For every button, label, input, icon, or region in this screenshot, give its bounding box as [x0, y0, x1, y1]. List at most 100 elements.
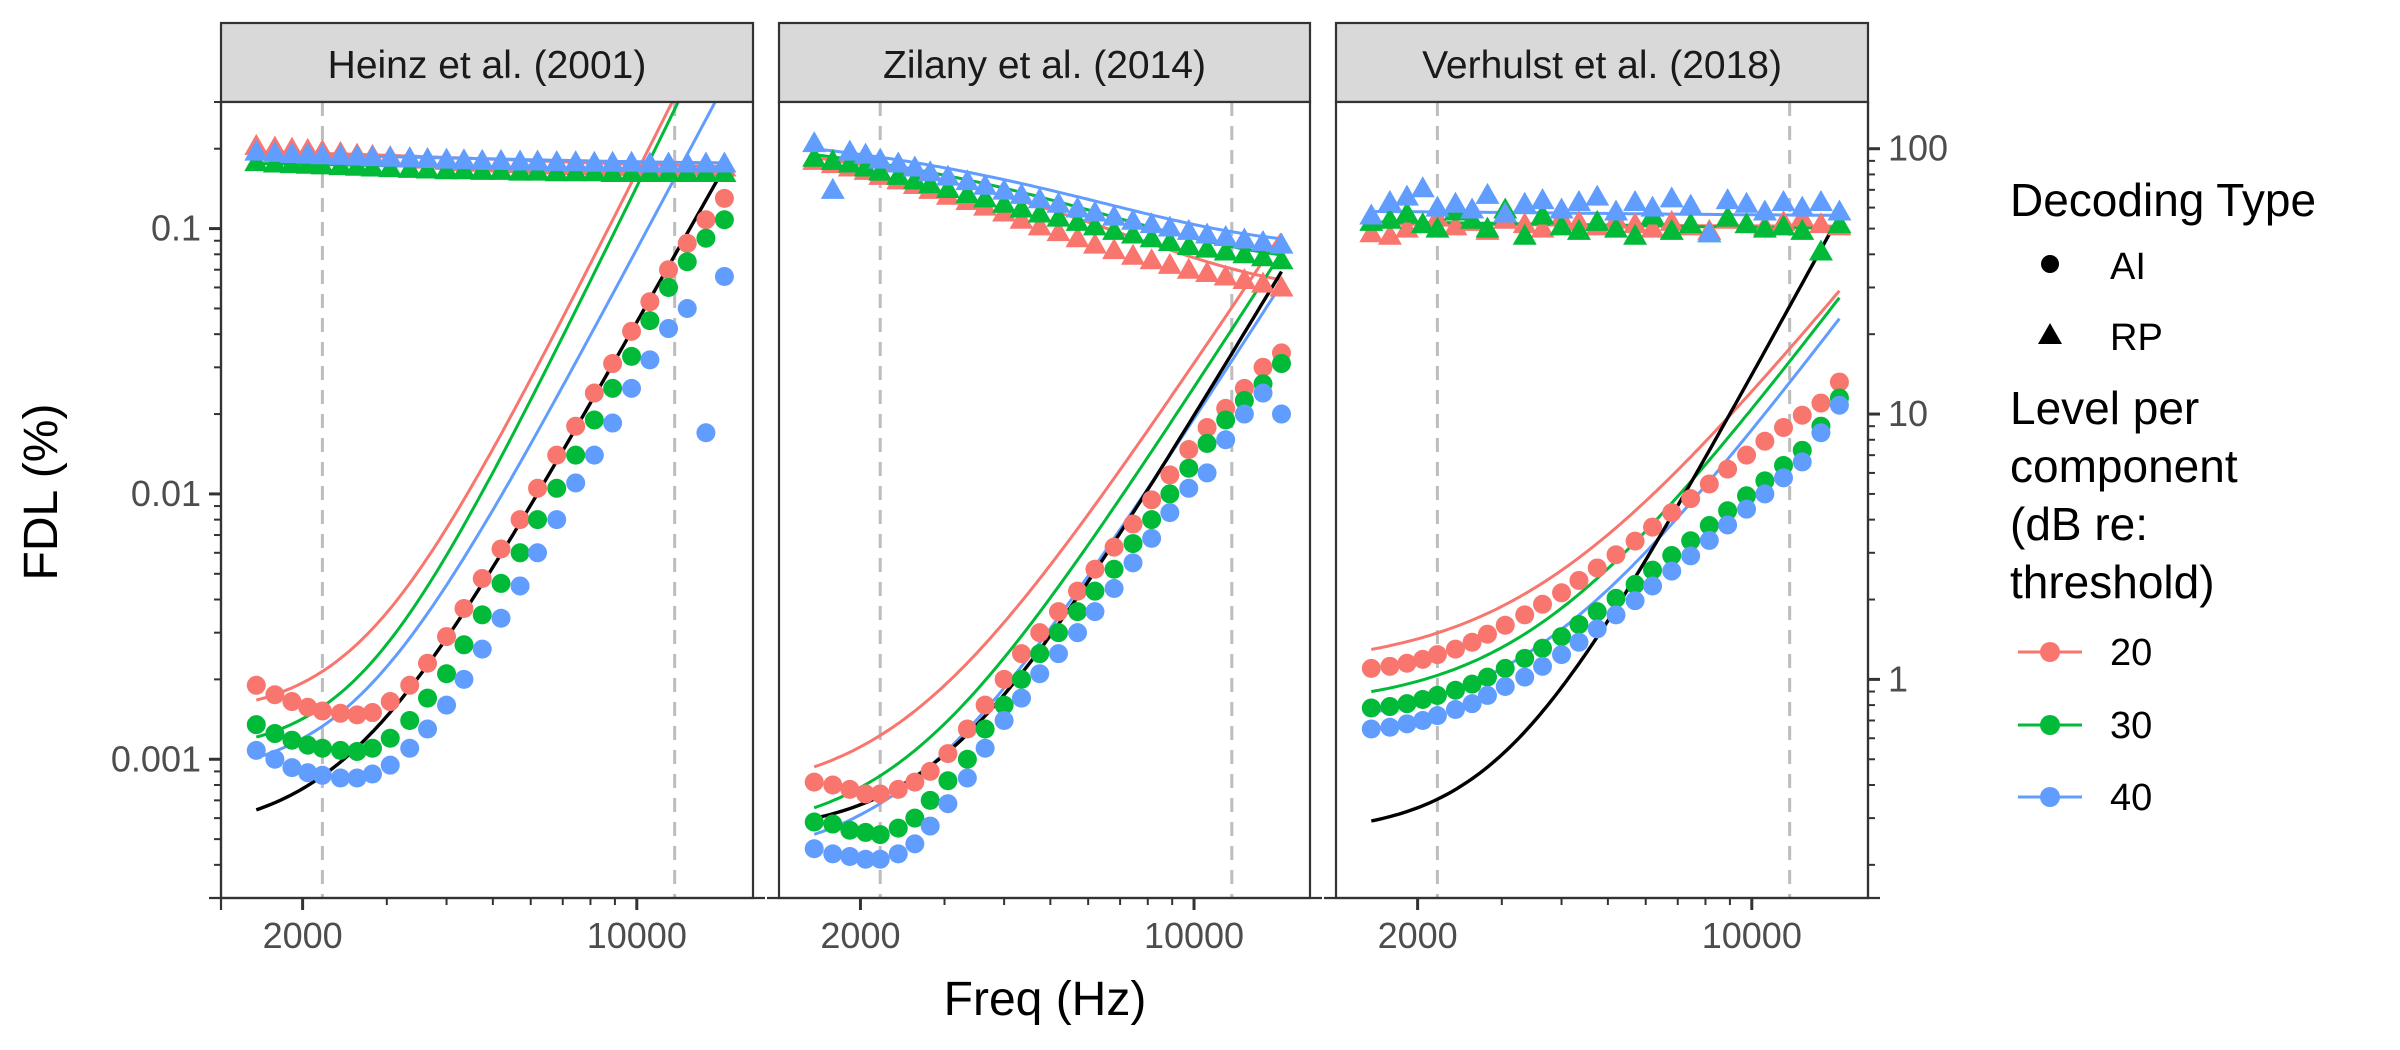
y-tick-label-right: 10 — [1888, 393, 1928, 434]
ai-point-20 — [1197, 417, 1217, 437]
rp-point-30 — [1176, 233, 1201, 255]
ai-point-30 — [437, 664, 457, 684]
rp-point-40 — [1269, 232, 1294, 254]
rp-point-40 — [1359, 203, 1384, 225]
rp-point-30 — [1623, 223, 1648, 245]
legend-color-label: 30 — [2110, 705, 2152, 747]
ai-point-40 — [975, 738, 995, 758]
rp-point-40 — [1790, 195, 1815, 217]
ai-point-30 — [1011, 669, 1031, 689]
ai-point-40 — [1380, 717, 1400, 737]
ai-point-20 — [454, 599, 474, 618]
y-tick-label-left: 0.001 — [111, 738, 201, 779]
rp-point-40 — [328, 143, 353, 165]
ai-point-30 — [975, 719, 995, 739]
rp-point-30 — [1734, 212, 1759, 234]
ai-point-40 — [362, 764, 382, 784]
ai-point-40 — [804, 839, 824, 859]
ai-point-40 — [677, 298, 697, 318]
ai-point-40 — [246, 740, 266, 760]
ai-point-20 — [975, 695, 995, 715]
ai-point-30 — [1123, 534, 1143, 554]
ai-point-30 — [696, 228, 716, 248]
ai-point-30 — [472, 605, 492, 625]
ai-point-40 — [1606, 605, 1626, 625]
rp-point-30 — [1585, 209, 1610, 231]
ai-point-30 — [1515, 648, 1535, 668]
ai-point-20 — [1533, 594, 1553, 614]
ai-point-30 — [938, 771, 958, 791]
rp-point-30 — [886, 163, 911, 185]
ai-point-20 — [265, 685, 285, 705]
rp-point-30 — [1269, 248, 1294, 270]
ai-point-20 — [1737, 445, 1757, 465]
rp-point-40 — [820, 177, 845, 199]
ai-point-40 — [347, 768, 367, 788]
ai-point-20 — [362, 703, 382, 723]
ai-point-20 — [400, 675, 420, 695]
ai-point-20 — [804, 772, 824, 792]
rp-point-30 — [1678, 212, 1703, 234]
y-axis-right: 1 10 100 — [1866, 102, 1948, 898]
rp-point-30 — [434, 158, 459, 180]
ai-point-40 — [888, 844, 908, 864]
rp-point-40 — [1808, 189, 1833, 211]
ai-point-30 — [510, 543, 530, 563]
ai-point-20 — [547, 445, 567, 465]
ai-point-20 — [938, 744, 958, 764]
rp-point-40 — [244, 139, 269, 161]
legend: Decoding Type AI RP Level per component (dB r… — [2010, 174, 2316, 819]
x-tick-label: 2000 — [263, 915, 343, 956]
rp-point-40 — [1585, 184, 1610, 206]
ai-point-20 — [1643, 517, 1663, 537]
ai-point-20 — [528, 478, 548, 498]
ai-point-30 — [1533, 638, 1553, 658]
rp-point-40 — [1251, 230, 1276, 252]
rp-point-40 — [489, 148, 514, 170]
ai-point-30 — [1445, 680, 1465, 700]
ai-point-40 — [659, 319, 679, 339]
fit-curve-rp-40 — [814, 147, 1282, 241]
ai-point-40 — [1552, 645, 1572, 665]
ai-point-40 — [1718, 515, 1738, 535]
ai-point-40 — [330, 768, 350, 788]
ai-point-30 — [1587, 602, 1607, 622]
ai-point-30 — [1569, 615, 1589, 635]
ai-point-30 — [1179, 458, 1199, 478]
ai-point-20 — [840, 779, 860, 799]
ai-point-30 — [380, 728, 400, 748]
ai-point-40 — [1085, 602, 1105, 622]
y-tick-label-right: 1 — [1888, 658, 1908, 699]
panels-layer: Heinz et al. (2001) Zilany et al. (2014) V… — [219, 21, 1870, 900]
rp-point-30 — [955, 182, 980, 204]
rp-point-30 — [1195, 236, 1220, 258]
rp-point-20 — [1269, 275, 1294, 297]
ai-point-20 — [1792, 405, 1812, 425]
ai-point-20 — [1587, 558, 1607, 578]
ai-point-40 — [938, 794, 958, 814]
ai-point-40 — [1737, 499, 1757, 519]
rp-point-40 — [935, 164, 960, 186]
ai-point-30 — [603, 378, 623, 398]
rp-point-20 — [1359, 221, 1384, 243]
ai-point-40 — [1030, 664, 1050, 684]
legend-shape-label: AI — [2110, 246, 2146, 288]
rp-point-40 — [1659, 186, 1684, 208]
ai-point-40 — [870, 849, 890, 869]
rp-point-40 — [1640, 195, 1665, 217]
ai-point-30 — [491, 573, 511, 593]
ai-point-20 — [380, 692, 400, 712]
ai-point-40 — [1361, 719, 1381, 739]
rp-point-20 — [1082, 232, 1107, 254]
rp-point-40 — [451, 148, 476, 170]
rp-point-30 — [415, 157, 440, 179]
rp-point-20 — [1377, 223, 1402, 245]
ai-point-40 — [1197, 463, 1217, 483]
rp-point-40 — [1493, 201, 1518, 223]
rp-point-30 — [868, 159, 893, 181]
ai-point-20 — [1048, 602, 1068, 622]
ai-point-40 — [1271, 404, 1291, 424]
rp-point-40 — [1213, 224, 1238, 246]
ai-point-30 — [1142, 510, 1162, 530]
x-axis-panel-3: 2000 10000 — [1324, 896, 1880, 956]
